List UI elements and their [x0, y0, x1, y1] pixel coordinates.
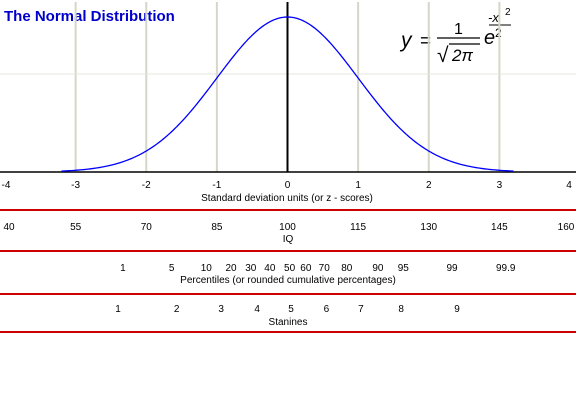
z-tick-label: 2 [426, 180, 432, 191]
iq-tick-label: 40 [3, 222, 15, 233]
formula-exponent-power: 2 [505, 7, 511, 18]
percentiles-tick-label: 80 [341, 263, 353, 274]
stanines-tick-label: 5 [288, 304, 294, 315]
percentiles-tick-label: 99 [446, 263, 458, 274]
iq-tick-label: 100 [279, 222, 296, 233]
iq-tick-label: 160 [558, 222, 575, 233]
percentiles-tick-label: 50 [284, 263, 296, 274]
percentiles-tick-label: 70 [319, 263, 331, 274]
percentiles-tick-label: 1 [120, 263, 126, 274]
z-tick-label: 3 [497, 180, 503, 191]
z-tick-label: -1 [212, 180, 221, 191]
stanines-caption: Stanines [269, 317, 308, 328]
z-tick-label: 4 [566, 180, 572, 191]
iq-tick-label: 55 [70, 222, 82, 233]
z-tick-label: -4 [2, 180, 11, 191]
percentiles-tick-label: 60 [300, 263, 312, 274]
normal-curve-series [61, 16, 514, 172]
iq-tick-label: 145 [491, 222, 508, 233]
stanines-tick-label: 6 [324, 304, 330, 315]
percentiles-caption: Percentiles (or rounded cumulative perce… [180, 275, 396, 286]
stanines-tick-label: 2 [174, 304, 180, 315]
formula-base-e: e [484, 27, 495, 49]
chart-title: The Normal Distribution [4, 8, 175, 25]
iq-tick-label: 70 [141, 222, 153, 233]
iq-tick-label: 85 [211, 222, 223, 233]
z-axis-tick-labels: -4 -3 -2 -1 0 1 2 3 4 [2, 180, 573, 191]
normal-density-formula: y = 1 √ 2π e -x 2 2 [399, 7, 511, 67]
stanines-tick-label: 7 [358, 304, 364, 315]
percentiles-tick-label: 40 [264, 263, 276, 274]
iq-caption: IQ [283, 234, 294, 245]
percentiles-tick-label: 20 [225, 263, 237, 274]
z-tick-label: -3 [71, 180, 80, 191]
percentiles-scale: 1 5 10 20 30 40 50 60 70 80 90 95 99 99.9 Percentiles … [120, 263, 516, 286]
z-tick-label: -2 [142, 180, 151, 191]
stanines-tick-label: 4 [254, 304, 260, 315]
percentiles-tick-label: 30 [245, 263, 257, 274]
formula-exponent-numerator: -x [488, 10, 499, 25]
percentiles-tick-label: 90 [372, 263, 384, 274]
z-tick-label: 1 [355, 180, 361, 191]
iq-tick-label: 115 [350, 222, 366, 233]
iq-scale: 40 55 70 85 100 115 130 145 160 IQ [3, 222, 574, 245]
stanines-tick-label: 1 [115, 304, 121, 315]
percentiles-tick-label: 10 [201, 263, 213, 274]
stanines-tick-label: 3 [218, 304, 224, 315]
percentiles-tick-label: 5 [169, 263, 175, 274]
formula-lhs: y [399, 29, 413, 52]
iq-tick-label: 130 [420, 222, 437, 233]
percentiles-tick-label: 95 [398, 263, 410, 274]
scale-separator-rules [0, 209, 576, 333]
stanines-tick-label: 9 [454, 304, 460, 315]
formula-radicand: 2π [451, 46, 473, 65]
percentiles-tick-label: 99.9 [496, 263, 516, 274]
z-axis [0, 2, 576, 173]
stanines-tick-label: 8 [398, 304, 404, 315]
z-axis-label: Standard deviation units (or z - scores) [201, 193, 373, 204]
formula-radical-sign: √ [437, 44, 449, 67]
z-tick-label: 0 [285, 180, 291, 191]
stanines-scale: 1 2 3 4 5 6 7 8 9 Stanines [115, 304, 460, 328]
formula-numerator: 1 [454, 21, 463, 38]
formula-equals: = [420, 31, 431, 52]
